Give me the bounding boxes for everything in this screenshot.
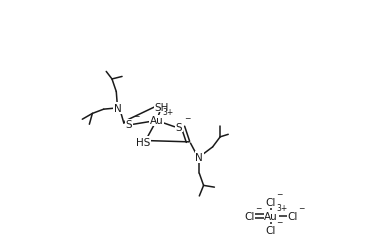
Text: −: − (133, 111, 140, 120)
Text: N: N (114, 104, 122, 113)
Text: 3+: 3+ (162, 108, 173, 116)
Text: 3+: 3+ (277, 203, 288, 212)
Text: Cl: Cl (287, 211, 298, 221)
Text: −: − (255, 203, 261, 212)
Text: Cl: Cl (266, 198, 276, 207)
Text: Au: Au (264, 211, 278, 221)
Text: SH: SH (154, 102, 169, 112)
Text: −: − (277, 190, 283, 198)
Text: Cl: Cl (245, 211, 255, 221)
Text: Au: Au (150, 116, 163, 126)
Text: HS: HS (136, 137, 150, 147)
Text: Cl: Cl (266, 225, 276, 235)
Text: −: − (298, 203, 304, 212)
Text: S: S (126, 120, 132, 130)
Text: −: − (277, 217, 283, 226)
Text: S: S (176, 122, 182, 132)
Text: −: − (184, 114, 190, 123)
Text: N: N (195, 152, 203, 162)
